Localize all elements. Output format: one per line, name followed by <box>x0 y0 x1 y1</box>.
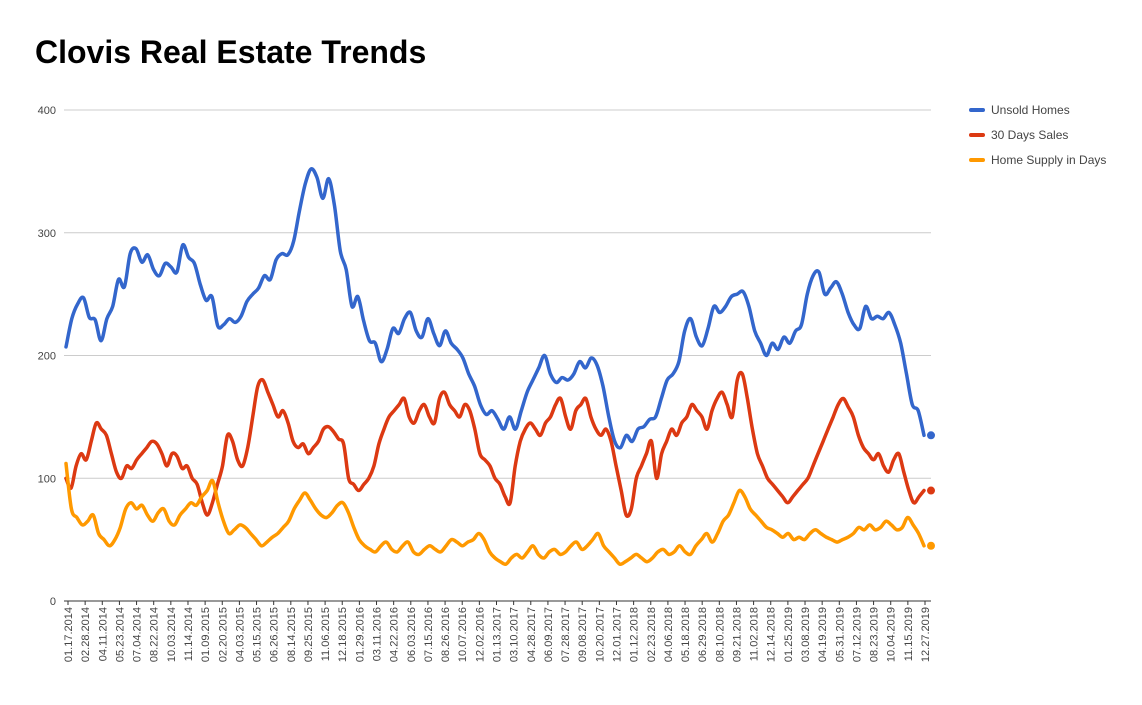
x-tick-label: 08.22.2014 <box>149 607 161 662</box>
x-tick-label: 11.15.2019 <box>903 607 915 661</box>
x-tick-label: 04.22.2016 <box>389 607 401 662</box>
x-tick-label: 07.12.2019 <box>851 607 863 662</box>
x-tick-label: 06.03.2016 <box>406 607 418 662</box>
x-tick-label: 11.02.2018 <box>749 607 761 661</box>
x-tick-label: 01.09.2015 <box>200 607 212 662</box>
x-tick-label: 08.26.2016 <box>440 607 452 662</box>
series-line-0 <box>64 167 926 450</box>
x-tick-label: 03.10.2017 <box>509 607 521 662</box>
x-tick-label: 02.23.2018 <box>646 607 658 662</box>
x-tick-label: 11.14.2014 <box>183 607 195 661</box>
x-tick-label: 03.11.2016 <box>372 607 384 661</box>
x-tick-label: 01.17.2014 <box>63 607 75 662</box>
x-tick-label: 06.26.2015 <box>269 607 281 662</box>
x-tick-label: 12.01.2017 <box>611 607 623 662</box>
y-tick-label: 400 <box>38 105 56 117</box>
x-tick-label: 11.06.2015 <box>320 607 332 661</box>
x-tick-label: 07.15.2016 <box>423 607 435 662</box>
x-tick-label: 03.08.2019 <box>800 607 812 662</box>
x-tick-label: 08.14.2015 <box>286 607 298 662</box>
x-tick-label: 08.23.2019 <box>869 607 881 662</box>
x-axis-ticks: 01.17.2014 02.28.2014 04.11.2014 05.23.2014… <box>63 601 932 662</box>
x-tick-label: 01.29.2016 <box>354 607 366 662</box>
x-tick-label: 10.03.2014 <box>166 607 178 662</box>
series-lines <box>64 167 935 567</box>
x-tick-label: 05.15.2015 <box>252 607 264 662</box>
x-tick-label: 10.04.2019 <box>886 607 898 662</box>
x-tick-label: 12.14.2018 <box>766 607 778 662</box>
y-axis-ticks: 0 100 200 300 400 <box>38 105 56 608</box>
x-tick-label: 04.06.2018 <box>663 607 675 662</box>
x-tick-label: 09.21.2018 <box>731 607 743 662</box>
x-tick-label: 08.10.2018 <box>714 607 726 662</box>
x-tick-label: 12.27.2019 <box>920 607 932 662</box>
series-end-point <box>927 541 935 550</box>
legend-label: 30 Days Sales <box>991 128 1068 142</box>
x-tick-label: 10.20.2017 <box>594 607 606 662</box>
x-tick-label: 01.25.2019 <box>783 607 795 662</box>
chart-title: Clovis Real Estate Trends <box>35 34 427 70</box>
x-tick-label: 06.09.2017 <box>543 607 555 662</box>
legend: Unsold Homes 30 Days Sales Home Supply in … <box>969 103 1106 167</box>
x-tick-label: 01.12.2018 <box>629 607 641 662</box>
x-tick-label: 02.28.2014 <box>80 607 92 662</box>
x-tick-label: 07.28.2017 <box>560 607 572 662</box>
x-tick-label: 04.28.2017 <box>526 607 538 662</box>
x-tick-label: 10.07.2016 <box>457 607 469 662</box>
x-tick-label: 06.29.2018 <box>697 607 709 662</box>
x-tick-label: 04.03.2015 <box>234 607 246 662</box>
y-tick-label: 300 <box>38 228 56 240</box>
x-tick-label: 12.02.2016 <box>474 607 486 662</box>
gridlines <box>64 109 931 602</box>
series-line-1 <box>64 370 926 519</box>
x-tick-label: 05.18.2018 <box>680 607 692 662</box>
y-tick-label: 200 <box>38 351 56 363</box>
y-tick-label: 0 <box>50 596 56 608</box>
x-tick-label: 04.19.2019 <box>817 607 829 662</box>
series-end-point <box>927 431 935 440</box>
x-tick-label: 09.08.2017 <box>577 607 589 662</box>
x-tick-label: 02.20.2015 <box>217 607 229 662</box>
x-tick-label: 09.25.2015 <box>303 607 315 662</box>
legend-label: Unsold Homes <box>991 103 1070 117</box>
x-tick-label: 12.18.2015 <box>337 607 349 662</box>
x-tick-label: 01.13.2017 <box>492 607 504 662</box>
series-end-point <box>927 486 935 495</box>
x-tick-label: 05.31.2019 <box>834 607 846 662</box>
x-tick-label: 05.23.2014 <box>114 607 126 662</box>
series-line-2 <box>64 461 926 567</box>
x-tick-label: 07.04.2014 <box>132 607 144 662</box>
legend-label: Home Supply in Days <box>991 153 1106 167</box>
y-tick-label: 100 <box>38 473 56 485</box>
x-tick-label: 04.11.2014 <box>97 607 109 661</box>
